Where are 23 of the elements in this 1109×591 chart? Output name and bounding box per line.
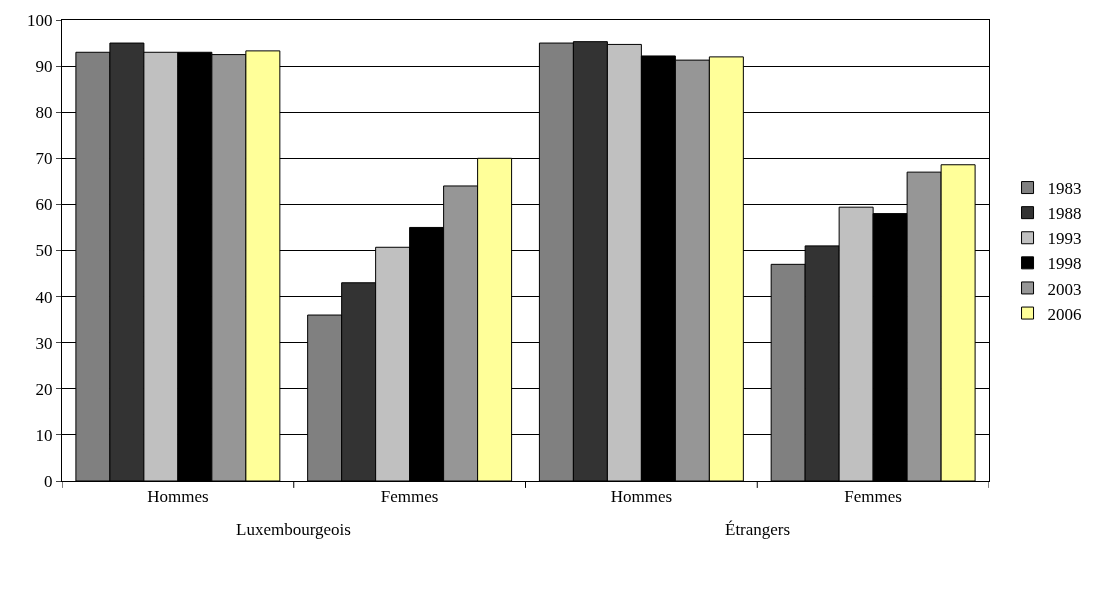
y-tick-label: 40 <box>35 287 53 307</box>
legend-label: 1998 <box>1047 254 1082 274</box>
x-tick-label: Hommes <box>147 487 209 507</box>
y-tick-label: 0 <box>44 471 53 491</box>
legend-label: 2003 <box>1047 279 1082 299</box>
legend-label: 1988 <box>1047 204 1082 224</box>
y-tick-label: 100 <box>27 10 53 30</box>
y-tick-label: 90 <box>35 57 53 77</box>
x-tick-label: Femmes <box>380 487 439 507</box>
y-tick-label: 30 <box>35 333 53 353</box>
y-tick-label: 50 <box>35 241 53 261</box>
legend-label: 2006 <box>1047 304 1082 324</box>
x-tick-label: Femmes <box>844 487 902 507</box>
legend-label: 1993 <box>1047 229 1082 249</box>
y-tick-label: 10 <box>35 425 53 445</box>
y-tick-label: 70 <box>35 149 53 169</box>
text: Luxembourgeois <box>236 520 351 539</box>
y-tick-label: 20 <box>35 379 53 399</box>
y-tick-label: 60 <box>35 195 53 215</box>
legend-label: 1983 <box>1047 179 1082 199</box>
text: Étrangers <box>725 520 791 539</box>
y-tick-label: 80 <box>35 103 53 123</box>
x-tick-label: Hommes <box>610 487 673 507</box>
